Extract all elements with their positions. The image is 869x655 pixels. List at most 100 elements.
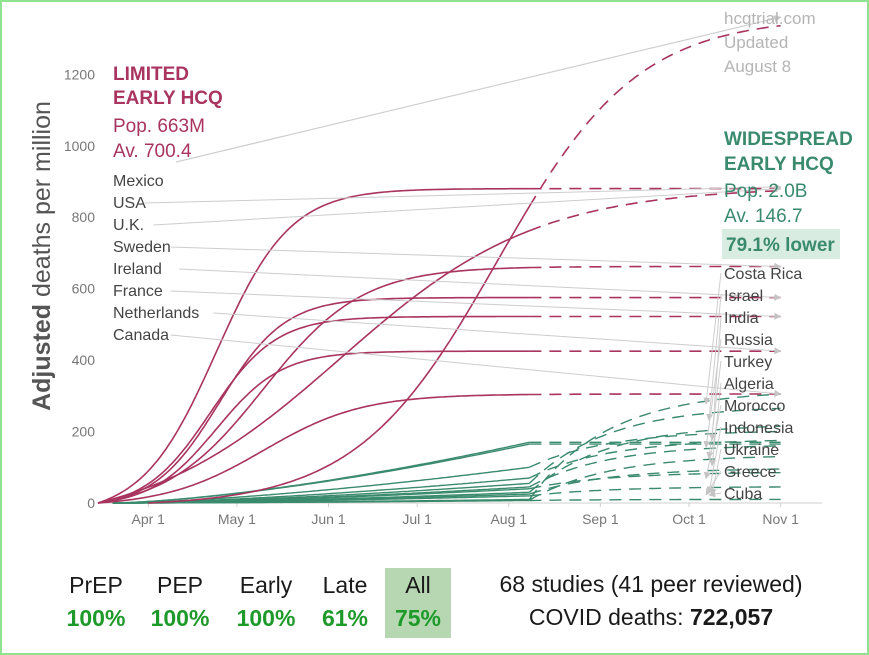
arrow-u-k [153,185,782,226]
forecast-indonesia [529,468,781,495]
label-costa-rica: Costa Rica [724,266,802,283]
x-tick-label-oct-1: Oct 1 [672,511,706,527]
forecast-turkey [529,439,781,479]
y-tick-label-600: 600 [72,281,96,297]
arrow-mexico-extra [175,15,782,163]
widespread-title-line2: EARLY HCQ [724,154,834,175]
label-algeria: Algeria [724,376,774,393]
stat-early: Early 100% [228,568,304,634]
y-tick-label-0: 0 [87,495,95,511]
stat-all: All 75% [385,568,451,638]
x-tick-label-nov-1: Nov 1 [762,511,799,527]
y-tick-label-800: 800 [72,209,96,225]
watermark-date: August 8 [724,57,791,76]
watermark-updated: Updated [724,33,788,52]
label-ukraine: Ukraine [724,442,779,459]
stat-prep: PrEP 100% [58,568,134,634]
forecast-ukraine [529,471,781,490]
stat-early-label: Early [239,572,293,598]
limited-title-line2: EARLY HCQ [113,88,223,109]
y-axis-label-rest: deaths per million [28,101,56,304]
label-france: France [113,283,163,300]
x-tick-label-apr-1: Apr 1 [132,511,166,527]
forecast-usa [529,189,781,232]
label-canada: Canada [113,327,169,344]
label-u-k: U.K. [113,217,144,234]
stats-bar: PrEP 100% PEP 100% Early 100% Late 61% A… [0,568,869,648]
studies-count: 68 studies (41 peer reviewed) [499,571,803,597]
widespread-pop: Pop. 2.0B [724,181,807,202]
label-greece: Greece [724,464,777,481]
label-mexico: Mexico [113,173,164,190]
y-tick-label-1000: 1000 [64,138,95,154]
y-axis-label: Adjusted deaths per million [28,101,56,411]
arrow-usa [144,183,782,204]
stat-pep: PEP 100% [142,568,218,634]
label-indonesia: Indonesia [724,420,793,437]
curve-france [97,315,530,504]
arrow-russia [703,338,722,449]
label-netherlands: Netherlands [113,305,199,322]
forecast-costa-rica [528,393,781,500]
label-india: India [724,310,759,327]
arrow-israel [706,294,722,422]
x-tick-label-may-1: May 1 [218,511,256,527]
curve-cuba [112,499,530,504]
forecast-algeria [529,445,781,488]
curve-ireland [97,296,530,504]
watermark-site: hcqtrial.com [724,9,816,28]
x-tick-label-jun-1: Jun 1 [311,511,345,527]
arrow-indonesia [706,426,722,494]
stat-prep-label: PrEP [69,572,123,598]
arrow-turkey [706,360,722,460]
stat-all-value: 75% [394,605,442,631]
curve-canada [97,393,530,504]
label-ireland: Ireland [113,261,162,278]
label-usa: USA [113,195,146,212]
limited-avg: Av. 700.4 [113,141,192,162]
label-cuba: Cuba [724,486,762,503]
limited-pop: Pop. 663M [113,116,205,137]
forecast-greece [529,486,781,497]
stat-late-label: Late [322,572,368,598]
forecast-canada [529,393,781,396]
widespread-avg: Av. 146.7 [724,206,803,227]
y-tick-label-200: 200 [72,424,96,440]
x-tick-label-aug-1: Aug 1 [490,511,527,527]
forecast-israel [528,407,781,484]
label-morocco: Morocco [724,398,785,415]
arrow-france [170,290,782,320]
stat-late-value: 61% [321,605,369,631]
arrow-morocco [703,404,722,480]
x-tick-label-jul-1: Jul 1 [402,511,432,527]
stat-prep-value: 100% [66,605,126,631]
label-sweden: Sweden [113,239,171,256]
curve-netherlands [97,350,530,504]
lower-badge-bg [722,229,840,259]
deaths-chart: 0 200 400 600 800 1000 1200 Apr 1 May 1 Jun 1 Jul … [28,9,853,527]
summary: 68 studies (41 peer reviewed) COVID deat… [466,568,836,634]
curve-extra-2 [112,443,530,504]
x-tick-label-sep-1: Sep 1 [582,511,619,527]
stat-pep-value: 100% [150,605,210,631]
arrow-algeria [709,382,722,467]
arrow-canada [170,334,782,397]
label-russia: Russia [724,332,773,349]
curve-mexico [148,205,531,504]
stat-early-value: 100% [236,605,296,631]
y-axis-label-bold: Adjusted [28,304,56,411]
arrow-cuba [708,490,722,498]
arrow-greece [705,470,722,496]
covid-deaths-value: 722,057 [689,604,774,630]
forecast-india [528,425,781,493]
arrow-costa-rica [703,272,722,405]
forecast-russia [529,430,781,468]
forecast-sweden [529,265,781,269]
covid-deaths: COVID deaths: 722,057 [466,601,836,634]
y-tick-label-1200: 1200 [64,66,95,82]
arrow-netherlands [213,312,782,355]
forecast-mexico [528,24,781,207]
curve-usa [97,229,530,504]
curve-u-k [97,187,530,504]
label-turkey: Turkey [724,354,772,371]
